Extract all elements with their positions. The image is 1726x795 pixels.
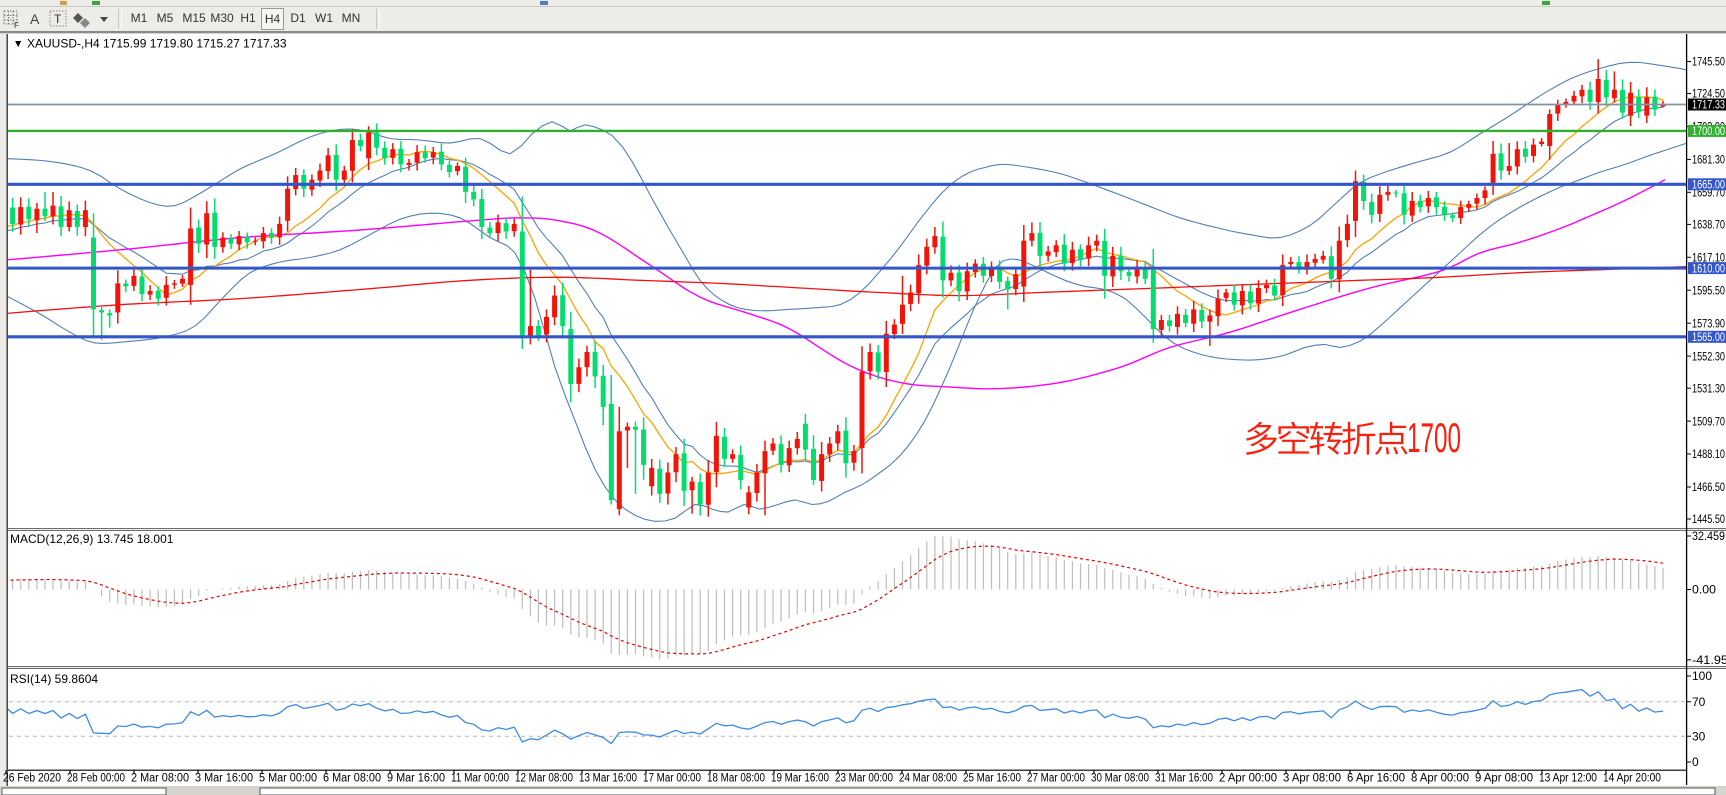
svg-text:1466.50: 1466.50: [1692, 480, 1725, 494]
svg-text:27 Mar 00:00: 27 Mar 00:00: [1027, 773, 1085, 785]
svg-text:RSI(14) 59.8604: RSI(14) 59.8604: [10, 672, 98, 686]
svg-text:1700: 1700: [1407, 414, 1461, 461]
svg-text:1717.33: 1717.33: [1692, 98, 1725, 112]
svg-text:9 Mar 16:00: 9 Mar 16:00: [387, 773, 445, 785]
svg-text:23 Mar 00:00: 23 Mar 00:00: [835, 773, 893, 785]
svg-text:14 Apr 20:00: 14 Apr 20:00: [1603, 773, 1661, 785]
svg-text:32.459: 32.459: [1692, 529, 1725, 543]
svg-text:F: F: [14, 21, 19, 29]
svg-text:T: T: [54, 12, 62, 26]
svg-text:31 Mar 16:00: 31 Mar 16:00: [1155, 773, 1213, 785]
svg-text:26 Feb 2020: 26 Feb 2020: [3, 773, 61, 785]
svg-text:-41.95: -41.95: [1692, 653, 1726, 667]
svg-text:13 Mar 16:00: 13 Mar 16:00: [579, 773, 637, 785]
svg-text:MACD(12,26,9) 13.745 18.001: MACD(12,26,9) 13.745 18.001: [10, 532, 174, 546]
svg-text:1610.00: 1610.00: [1692, 261, 1725, 275]
svg-text:1700.00: 1700.00: [1692, 124, 1725, 138]
svg-text:9 Apr 08:00: 9 Apr 08:00: [1475, 773, 1533, 785]
svg-text:1573.90: 1573.90: [1692, 316, 1725, 330]
svg-text:1681.30: 1681.30: [1692, 153, 1725, 167]
svg-text:1445.50: 1445.50: [1692, 512, 1725, 526]
svg-text:0: 0: [1692, 755, 1699, 769]
svg-text:2 Apr 00:00: 2 Apr 00:00: [1219, 773, 1277, 785]
svg-text:24 Mar 08:00: 24 Mar 08:00: [899, 773, 957, 785]
svg-text:70: 70: [1692, 695, 1706, 709]
svg-text:2 Mar 08:00: 2 Mar 08:00: [131, 773, 189, 785]
svg-text:1724.50: 1724.50: [1692, 87, 1725, 101]
svg-text:1552.30: 1552.30: [1692, 349, 1725, 363]
svg-text:1595.50: 1595.50: [1692, 283, 1725, 297]
svg-text:1665.00: 1665.00: [1692, 178, 1725, 192]
svg-text:30 Mar 08:00: 30 Mar 08:00: [1091, 773, 1149, 785]
svg-text:6 Apr 16:00: 6 Apr 16:00: [1347, 773, 1405, 785]
svg-text:6 Mar 08:00: 6 Mar 08:00: [323, 773, 381, 785]
svg-text:0.00: 0.00: [1692, 583, 1716, 597]
svg-text:1617.10: 1617.10: [1692, 251, 1725, 265]
svg-text:19 Mar 16:00: 19 Mar 16:00: [771, 773, 829, 785]
svg-text:1488.10: 1488.10: [1692, 447, 1725, 461]
svg-text:28 Feb 00:00: 28 Feb 00:00: [67, 773, 125, 785]
svg-text:17 Mar 00:00: 17 Mar 00:00: [643, 773, 701, 785]
svg-text:XAUUSD-,H4 1715.99 1719.80 17: XAUUSD-,H4 1715.99 1719.80 1715.27 1717.…: [27, 37, 287, 51]
svg-text:1565.00: 1565.00: [1692, 330, 1725, 344]
svg-text:11 Mar 00:00: 11 Mar 00:00: [451, 773, 509, 785]
svg-text:1638.70: 1638.70: [1692, 218, 1725, 232]
svg-text:1531.30: 1531.30: [1692, 381, 1725, 395]
svg-text:1745.50: 1745.50: [1692, 55, 1725, 69]
svg-text:18 Mar 08:00: 18 Mar 08:00: [707, 773, 765, 785]
svg-text:30: 30: [1692, 729, 1706, 743]
svg-text:▼: ▼: [13, 38, 23, 50]
svg-text:3 Apr 08:00: 3 Apr 08:00: [1283, 773, 1341, 785]
svg-text:8 Apr 00:00: 8 Apr 00:00: [1411, 773, 1469, 785]
svg-text:1509.70: 1509.70: [1692, 414, 1725, 428]
svg-text:3 Mar 16:00: 3 Mar 16:00: [195, 773, 253, 785]
svg-text:100: 100: [1692, 669, 1712, 683]
svg-text:12 Mar 08:00: 12 Mar 08:00: [515, 773, 573, 785]
svg-text:13 Apr 12:00: 13 Apr 12:00: [1539, 773, 1597, 785]
svg-text:25 Mar 16:00: 25 Mar 16:00: [963, 773, 1021, 785]
svg-text:5 Mar 00:00: 5 Mar 00:00: [259, 773, 317, 785]
